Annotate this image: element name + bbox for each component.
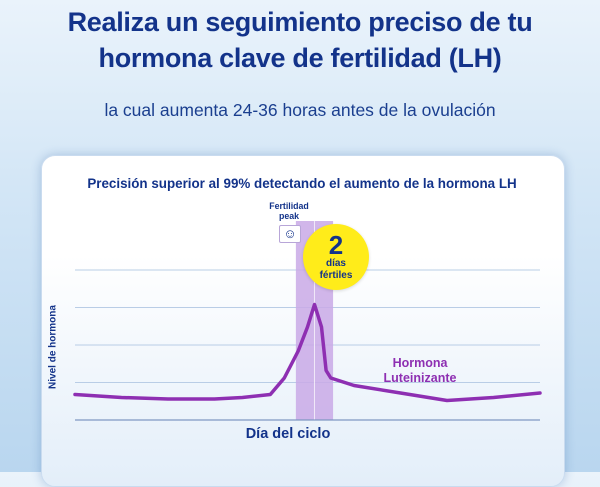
fertility-peak-label-line-1: Fertilidad [269, 201, 309, 211]
lh-chart [73, 221, 542, 421]
smiley-icon: ☺ [279, 225, 301, 243]
fertility-peak-label-line-2: peak [278, 211, 300, 221]
series-line-lh [73, 302, 542, 403]
headline-line-2: hormona clave de fertilidad (LH) [98, 43, 502, 73]
x-axis-label: Día del ciclo [245, 426, 331, 442]
headline-line-1: Realiza un seguimiento preciso de tu [67, 7, 533, 37]
fertile-days-number: 2 [328, 230, 344, 260]
y-axis-label: Nivel de hormona [47, 305, 59, 389]
headline: Realiza un seguimiento preciso de tu hor… [0, 4, 600, 76]
fertile-days-badge: 2 días fértiles [303, 224, 369, 290]
fertile-days-line-1: días [325, 258, 346, 269]
chart-title: Precisión superior al 99% detectando el … [87, 176, 517, 191]
fertile-days-line-2: fértiles [319, 270, 353, 281]
fertility-peak-label: Fertilidad peak [260, 201, 318, 221]
subheadline: la cual aumenta 24-36 horas antes de la … [104, 100, 496, 120]
series-label-lh: Hormona Luteinizante [383, 356, 457, 385]
